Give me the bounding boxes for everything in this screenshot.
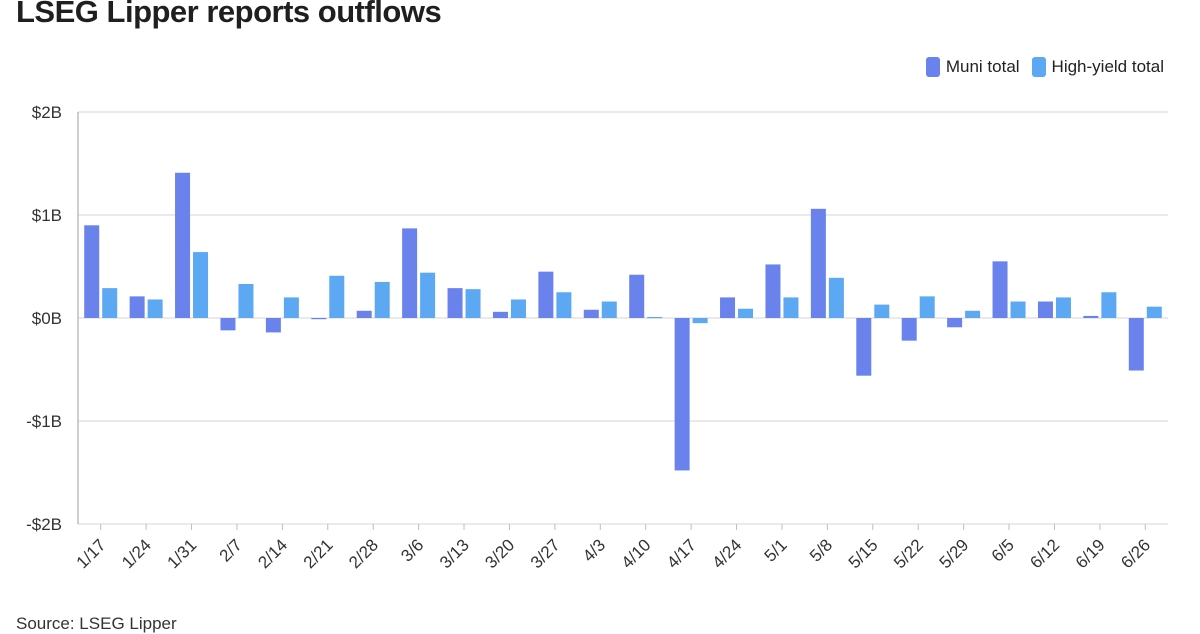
x-tick-label: 4/24 xyxy=(709,535,746,572)
bar-muni xyxy=(356,310,372,318)
bar-high-yield xyxy=(1146,306,1162,318)
bar-high-yield xyxy=(1055,297,1071,318)
bar-muni xyxy=(265,318,281,333)
y-tick-label: -$2B xyxy=(26,515,62,534)
chart-legend: Muni total High-yield total xyxy=(914,57,1164,77)
bar-muni xyxy=(810,208,826,318)
chart-title: LSEG Lipper reports outflows xyxy=(16,0,442,29)
bar-muni xyxy=(720,297,736,318)
bar-muni xyxy=(1083,315,1099,318)
legend-swatch-high-yield xyxy=(1031,57,1046,77)
x-tick-label: 3/13 xyxy=(436,535,473,572)
bar-high-yield xyxy=(965,310,981,318)
legend-label-muni: Muni total xyxy=(945,57,1020,76)
bar-high-yield xyxy=(919,296,935,318)
x-tick-label: 6/5 xyxy=(988,535,1018,565)
bar-high-yield xyxy=(874,304,890,318)
bar-high-yield xyxy=(692,318,708,324)
bar-muni xyxy=(311,318,327,320)
bar-high-yield xyxy=(238,284,254,318)
bar-high-yield xyxy=(738,308,754,318)
legend-label-high-yield: High-yield total xyxy=(1051,57,1164,76)
x-tick-label: 2/21 xyxy=(300,535,337,572)
bar-high-yield xyxy=(102,288,118,318)
source-note: Source: LSEG Lipper xyxy=(16,614,177,633)
x-tick-label: 3/6 xyxy=(397,535,427,565)
bar-muni xyxy=(1037,301,1053,318)
x-tick-label: 3/20 xyxy=(481,535,518,572)
bar-high-yield xyxy=(374,281,390,318)
x-tick-label: 1/17 xyxy=(73,535,110,572)
bar-muni xyxy=(175,172,191,318)
bar-high-yield xyxy=(647,316,663,319)
x-tick-label: 4/17 xyxy=(663,535,700,572)
y-tick-label: -$1B xyxy=(26,412,62,431)
bar-muni xyxy=(765,264,781,318)
x-tick-label: 3/27 xyxy=(527,535,564,572)
bar-high-yield xyxy=(510,299,526,318)
bar-high-yield xyxy=(283,297,299,318)
x-tick-label: 4/3 xyxy=(579,535,609,565)
x-tick-label: 4/10 xyxy=(618,535,655,572)
bar-high-yield xyxy=(420,272,436,318)
bar-muni xyxy=(538,271,554,318)
bar-muni xyxy=(901,318,917,341)
legend-item-muni: Muni total xyxy=(925,57,1020,77)
x-tick-label: 2/14 xyxy=(254,535,291,572)
bar-muni xyxy=(583,309,599,318)
bar-high-yield xyxy=(1101,292,1117,318)
y-tick-label: $1B xyxy=(32,206,62,225)
y-tick-label: $0B xyxy=(32,309,62,328)
x-tick-label: 2/7 xyxy=(216,535,246,565)
x-tick-label: 5/22 xyxy=(890,535,927,572)
y-tick-label: $2B xyxy=(32,103,62,122)
x-tick-label: 6/26 xyxy=(1117,535,1154,572)
bar-high-yield xyxy=(828,277,844,318)
bar-muni xyxy=(674,318,690,471)
bar-muni xyxy=(1128,318,1144,371)
x-tick-label: 5/1 xyxy=(761,535,791,565)
x-tick-label: 2/28 xyxy=(345,535,382,572)
bar-high-yield xyxy=(783,297,799,318)
bar-muni xyxy=(129,296,145,318)
bar-muni xyxy=(629,274,645,318)
x-tick-label: 6/12 xyxy=(1026,535,1063,572)
bar-high-yield xyxy=(329,275,345,318)
x-tick-label: 5/8 xyxy=(806,535,836,565)
bar-muni xyxy=(84,225,100,318)
x-tick-label: 1/24 xyxy=(118,535,155,572)
x-tick-label: 5/15 xyxy=(845,535,882,572)
bar-high-yield xyxy=(1010,301,1026,318)
bar-high-yield xyxy=(601,301,617,318)
bar-muni xyxy=(447,288,463,318)
x-tick-label: 5/29 xyxy=(936,535,973,572)
x-tick-label: 6/19 xyxy=(1072,535,1109,572)
bar-high-yield xyxy=(465,289,481,318)
bar-high-yield xyxy=(147,299,163,318)
bar-high-yield xyxy=(193,252,209,318)
legend-swatch-muni xyxy=(925,57,940,77)
x-tick-label: 1/31 xyxy=(164,535,201,572)
bar-muni xyxy=(947,318,963,328)
bar-muni xyxy=(856,318,872,376)
bar-muni xyxy=(992,261,1008,318)
legend-item-high-yield: High-yield total xyxy=(1031,57,1164,77)
bar-high-yield xyxy=(556,292,572,318)
bar-muni xyxy=(402,228,418,318)
bar-muni xyxy=(220,318,236,331)
bar-muni xyxy=(492,311,508,318)
